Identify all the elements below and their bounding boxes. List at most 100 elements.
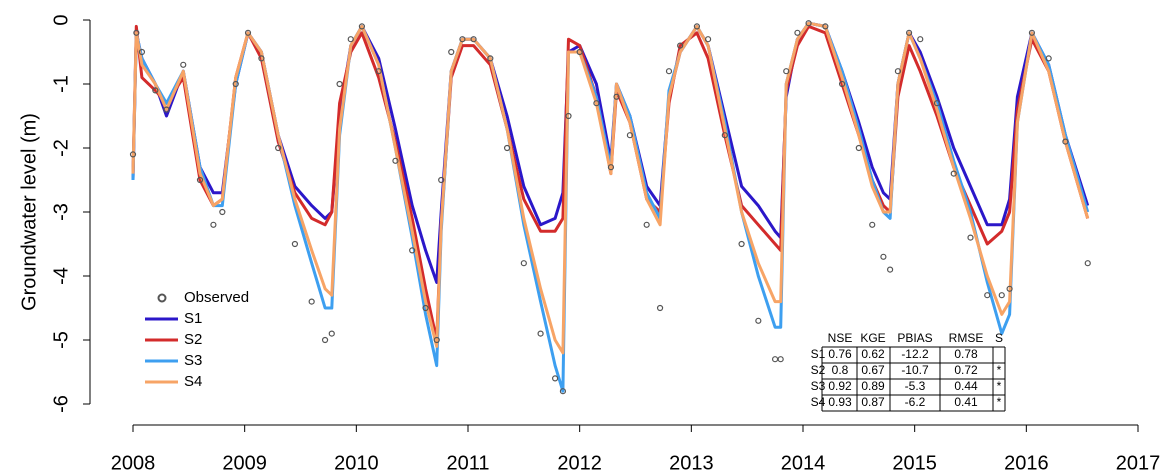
observed-point [869,221,876,228]
observed-point [805,20,812,27]
legend-label: S3 [184,352,202,369]
table-header: RMSE [949,331,984,345]
observed-point [291,240,299,248]
observed-point [180,61,187,68]
observed-point [905,29,913,36]
observed-point [967,234,974,241]
legend-label: Observed [184,289,249,306]
observed-point [152,87,159,94]
observed-point [347,36,354,43]
legend-label: S1 [184,310,202,327]
table-row-label: S4 [811,395,826,409]
observed-point [643,221,650,228]
observed-point [163,106,170,113]
observed-point [470,36,477,43]
table-cell: -5.3 [905,379,926,393]
y-tick-label: -6 [50,395,72,413]
table-header: NSE [828,331,853,345]
observed-point [537,330,544,337]
y-tick-label: -3 [50,203,72,221]
y-tick-label: -4 [50,267,72,285]
x-tick-label: 2011 [446,452,489,474]
table-cell: * [997,363,1002,377]
observed-point [375,68,382,75]
observed-point [607,164,615,171]
observed-point [755,317,762,324]
table-cell: 0.67 [861,363,885,377]
table-cell: 0.41 [954,395,978,409]
observed-point [794,29,801,36]
observed-point [409,247,416,254]
table-cell: 0.76 [828,347,852,361]
table-cell: 0.93 [828,395,852,409]
table-cell: 0.62 [861,347,885,361]
observed-point [438,176,445,184]
observed-point [487,55,494,62]
table-cell: 0.78 [954,347,978,361]
series-line [131,21,1090,355]
series-line [131,21,1090,284]
observed-point [738,240,745,248]
x-tick-label: 2009 [222,452,267,474]
observed-point [138,48,146,56]
table-cell: 0.89 [861,379,885,393]
observed-point [258,55,265,62]
observed-point [886,266,894,273]
observed-point [855,144,862,152]
observed-point [321,336,329,344]
x-tick-label: 2016 [1004,452,1049,474]
observed-point [933,100,941,107]
observed-point [459,36,466,43]
table-row-label: S1 [811,347,826,361]
y-tick-label: 0 [50,14,72,25]
table-cell: 0.72 [954,363,978,377]
observed-point [244,29,252,36]
observed-point [704,36,712,43]
x-tick-label: 2008 [111,452,156,474]
observed-point [433,336,440,344]
observed-point [565,112,572,120]
observed-point [613,93,620,100]
observed-point [1028,29,1036,36]
observed-point [129,151,137,158]
observed-point [448,48,455,56]
series-line [131,21,1090,393]
observed-point [677,42,684,49]
legend-label: S2 [184,331,202,348]
table-cell: * [997,379,1002,393]
observed-point [721,132,728,139]
observed-point [520,260,527,267]
table-cell: 0.87 [861,395,885,409]
observed-point [551,375,559,382]
x-tick-label: 2014 [781,452,826,474]
observed-point [559,388,567,395]
observed-point [503,144,511,152]
x-tick-label: 2017 [1116,452,1161,474]
legend-marker [157,293,167,303]
table-row-label: S2 [811,363,826,377]
observed-point [593,100,600,107]
y-tick-label: -5 [50,331,72,349]
legend-label: S4 [184,373,202,390]
observed-point [777,356,784,363]
series-line [131,24,1090,342]
observed-point [336,80,343,88]
observed-point [626,132,634,139]
table-header: KGE [860,331,885,345]
table-header: S [995,331,1003,345]
observed-point [656,304,664,312]
observed-point [783,68,790,75]
y-tick-label: -1 [50,75,72,93]
x-tick-label: 2010 [334,452,379,474]
observed-point [422,304,429,312]
observed-point [328,330,335,337]
observed-point [665,68,673,75]
observed-point [1006,285,1013,292]
observed-point [917,36,924,43]
observed-point [1084,260,1091,267]
observed-point [822,23,829,30]
observed-point [275,144,282,152]
observed-point [998,292,1005,299]
table-cell: -12.2 [901,347,929,361]
